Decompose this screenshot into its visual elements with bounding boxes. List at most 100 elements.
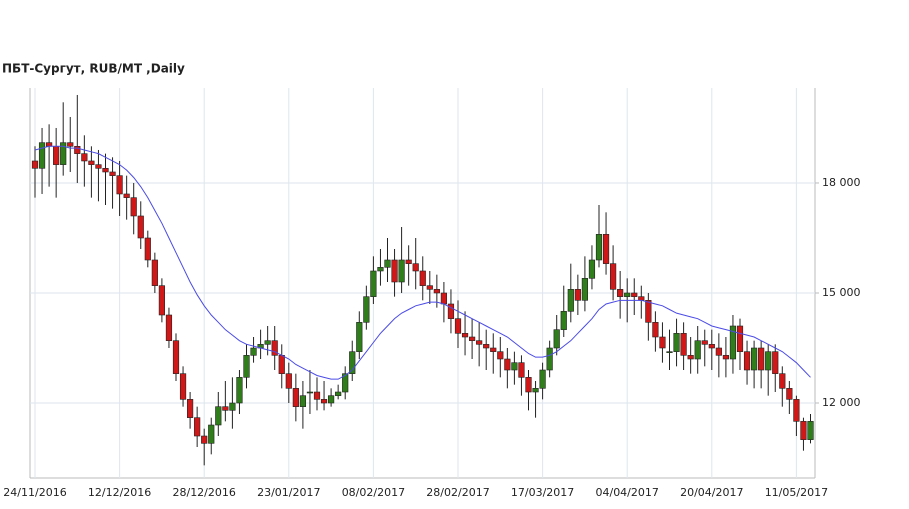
candle-body [609,263,617,290]
candle-body [595,234,603,261]
candle-body [320,399,328,404]
candle-body [546,347,553,371]
candle-body [687,355,694,360]
candle-body [278,355,285,374]
candle-body [532,388,539,393]
candle-body [525,377,532,393]
x-tick-label: 28/12/2016 [172,486,235,499]
x-tick-label: 11/05/2017 [765,486,828,499]
candle-body [201,435,208,444]
candle-body [250,347,257,356]
candle-body [38,142,46,169]
candle-body [144,237,151,261]
candle-body [187,399,194,418]
candle-body [370,270,377,297]
candle-body [447,303,455,319]
candle-body [377,267,384,272]
candle-body [497,351,504,360]
candle-body [518,362,525,378]
candle-body [461,333,469,338]
candle-body [285,373,292,389]
x-tick-label: 23/01/2017 [257,486,320,499]
candle-body [158,285,166,316]
candle-body [659,336,666,349]
candle-body [81,153,88,162]
x-tick-label: 04/04/2017 [595,486,658,499]
candle-body [123,193,130,198]
candle-body [673,333,680,352]
candle-body [95,164,102,169]
x-tick-label: 28/02/2017 [426,486,489,499]
candle-body [624,292,631,297]
candle-body [335,391,342,396]
candle-body [264,340,271,345]
y-tick-label: 18 000 [822,176,861,189]
candle-body [454,318,462,334]
candle-body [229,402,236,411]
candle-body [468,336,476,341]
x-tick-label: 20/04/2017 [680,486,743,499]
candle-body [701,340,708,345]
candle-body [729,325,737,360]
candle-body [539,369,546,389]
candle-body [645,300,652,323]
candle-body [490,347,497,352]
candle-body [137,215,144,239]
candle-body [567,289,574,312]
candle-body [208,424,215,444]
candle-body [758,347,765,371]
candle-body [743,351,751,371]
candle-body [511,362,518,371]
candle-body [504,358,511,371]
x-tick-label: 08/02/2017 [342,486,405,499]
candle-body [694,340,701,360]
candle-body [736,325,744,352]
candle-body [483,344,490,349]
candle-body [88,160,95,165]
candle-body [342,373,349,393]
candle-body [313,391,321,400]
candle-body [553,329,560,349]
candle-body [179,373,187,400]
candle-body [666,351,673,353]
candle-body [708,344,715,349]
candle-body [680,333,687,356]
candle-body [793,399,800,422]
candle-body [102,168,109,173]
moving-average-line [34,145,811,380]
candle-body [306,391,314,394]
candle-body [172,340,180,374]
candle-body [292,388,299,407]
x-tick-label: 17/03/2017 [511,486,574,499]
candle-body [130,197,137,217]
candle-body [617,289,624,297]
candle-body [222,406,229,411]
candle-body [588,259,596,279]
candle-body [786,388,793,400]
candle-body [800,421,807,440]
candle-body [772,351,779,374]
candle-body [243,355,250,378]
x-tick-label: 12/12/2016 [88,486,151,499]
candle-body [53,146,60,165]
candle-body [560,311,567,330]
candle-body [574,289,581,301]
candle-body [405,259,412,264]
chart-title: ПБТ-Сургут, RUB/MT ,Daily [2,62,185,76]
candle-body [581,278,588,301]
candle-body [652,322,659,338]
candle-body [765,351,772,371]
candle-body [602,234,610,264]
candle-body [398,259,405,283]
candle-body [236,377,243,404]
candle-body [476,340,483,345]
candle-body [356,322,363,352]
candle-body [215,406,222,426]
candle-body [165,314,173,341]
candle-body [109,171,116,176]
candle-body [433,289,440,294]
candle-body [440,292,448,305]
candle-body [74,146,81,154]
candle-body [194,417,201,437]
candle-body [715,347,722,356]
